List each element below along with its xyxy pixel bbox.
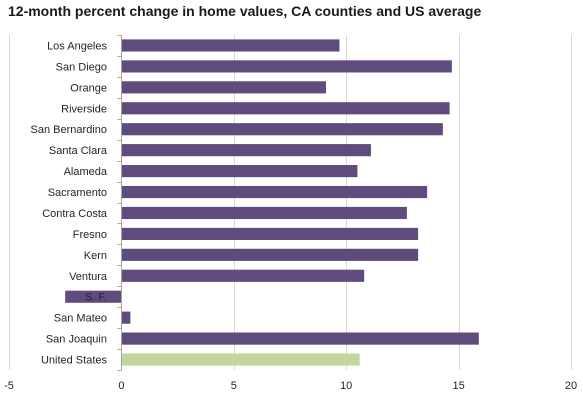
bars <box>65 39 479 366</box>
bar <box>121 39 340 52</box>
category-label: Fresno <box>73 229 107 241</box>
bar <box>121 144 371 157</box>
chart-title: 12-month percent change in home values, … <box>8 3 482 19</box>
category-label: San Mateo <box>54 313 107 325</box>
category-label: San Joaquin <box>46 334 107 346</box>
category-label: Ventura <box>69 271 108 283</box>
category-label: Orange <box>70 82 107 94</box>
bar <box>121 227 419 240</box>
category-label: S. F. <box>85 292 107 304</box>
category-label: Contra Costa <box>42 208 108 220</box>
bar <box>121 311 131 324</box>
bar <box>121 353 360 366</box>
category-label: San Bernardino <box>31 124 107 136</box>
bar <box>121 206 407 220</box>
bar <box>121 60 452 73</box>
category-label: Riverside <box>61 103 107 115</box>
x-tick-label: 15 <box>452 380 464 392</box>
bar <box>121 102 450 115</box>
category-label: Alameda <box>64 166 108 178</box>
bar <box>121 185 428 199</box>
category-label: San Diego <box>56 61 107 73</box>
category-label: Los Angeles <box>47 40 107 52</box>
bar <box>121 269 365 282</box>
bar <box>121 332 479 345</box>
bar <box>121 248 419 261</box>
x-tick-label: -5 <box>4 380 14 392</box>
bar <box>121 123 443 136</box>
bar <box>65 290 122 303</box>
category-labels: Los Angeles San Diego Orange Riverside San B… <box>31 40 108 366</box>
x-tick-label: 5 <box>231 380 237 392</box>
tick-labels: -5 0 5 10 15 20 <box>4 380 577 392</box>
bar <box>121 81 326 94</box>
x-tick-label: 10 <box>340 380 352 392</box>
bar <box>121 165 358 178</box>
category-label: Santa Clara <box>49 145 108 157</box>
category-label: Kern <box>84 250 107 262</box>
x-tick-label: 0 <box>118 380 124 392</box>
axes <box>117 35 122 371</box>
category-label: United States <box>41 355 108 367</box>
x-tick-label: 20 <box>565 380 577 392</box>
category-label: Sacramento <box>48 187 107 199</box>
